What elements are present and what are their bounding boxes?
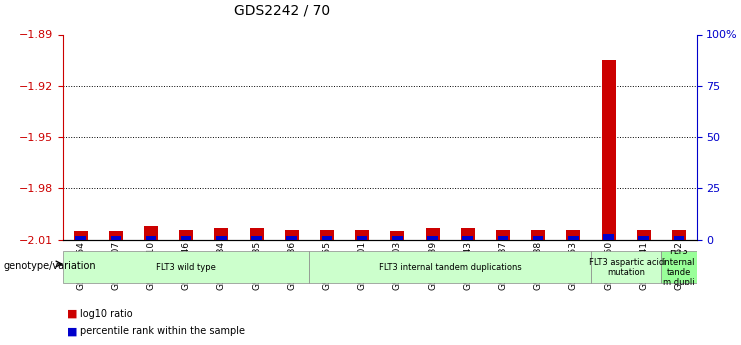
Bar [109,231,123,240]
Bar [391,231,405,240]
Bar [637,229,651,240]
Bar [672,229,686,240]
Bar [462,236,473,240]
Bar [566,229,580,240]
Bar [251,236,262,240]
Bar [603,234,614,240]
Bar [425,228,439,240]
Bar [73,231,87,240]
Bar [602,60,616,240]
Bar [250,228,264,240]
Text: FLT3
internal
tande
m dupli: FLT3 internal tande m dupli [662,247,695,287]
Bar [322,236,332,240]
Bar [639,236,649,240]
Bar [428,236,438,240]
Bar [498,236,508,240]
Bar [355,229,369,240]
Bar [287,236,297,240]
Bar [110,236,121,240]
Bar [533,236,543,240]
Bar [674,236,684,240]
FancyBboxPatch shape [63,251,310,283]
FancyBboxPatch shape [310,251,591,283]
Bar [320,229,334,240]
FancyBboxPatch shape [661,251,697,283]
Bar [181,236,191,240]
Bar [146,236,156,240]
Bar [285,229,299,240]
Text: FLT3 internal tandem duplications: FLT3 internal tandem duplications [379,263,522,272]
Bar [392,236,402,240]
Bar [214,228,228,240]
Bar [144,226,158,240]
Bar [568,236,579,240]
Text: FLT3 aspartic acid
mutation: FLT3 aspartic acid mutation [588,258,664,277]
Bar [531,229,545,240]
Text: genotype/variation: genotype/variation [4,262,96,271]
Text: log10 ratio: log10 ratio [80,309,133,319]
Bar [76,236,86,240]
Text: ■: ■ [67,309,77,319]
Bar [496,229,510,240]
FancyBboxPatch shape [591,251,661,283]
Bar [179,229,193,240]
Bar [216,236,227,240]
Text: ■: ■ [67,326,77,336]
Text: FLT3 wild type: FLT3 wild type [156,263,216,272]
Bar [461,228,475,240]
Bar [357,236,368,240]
Text: GDS2242 / 70: GDS2242 / 70 [233,3,330,18]
Text: percentile rank within the sample: percentile rank within the sample [80,326,245,336]
